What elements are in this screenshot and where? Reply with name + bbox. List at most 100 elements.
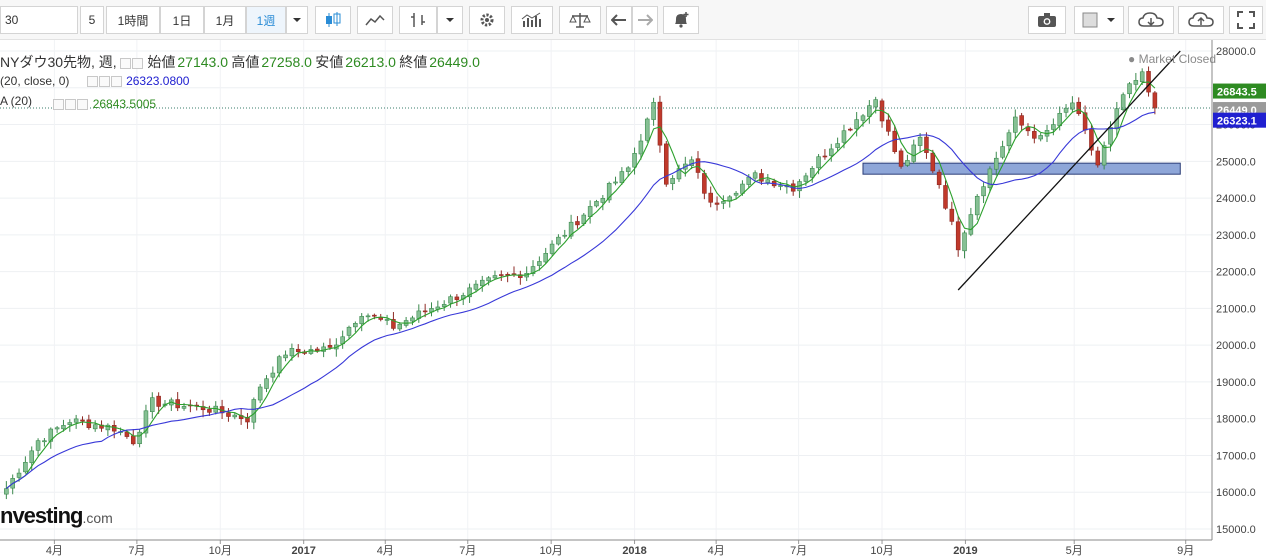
candle-body [276, 356, 282, 374]
x-tick-label: 10月 [870, 545, 893, 557]
ma20-line [5, 81, 1156, 490]
alert-button[interactable] [663, 6, 699, 34]
high-label: 高値 [231, 54, 260, 70]
candle-body [873, 99, 878, 108]
close-value: 26449.0 [429, 54, 480, 70]
interval-1m-button[interactable]: 1月 [204, 6, 246, 34]
y-tick-label: 17000.0 [1216, 450, 1256, 462]
candle-body [359, 316, 364, 325]
indicator-controls[interactable] [53, 97, 89, 111]
gear-icon [132, 58, 144, 70]
candle-body [949, 208, 955, 222]
candle-body [1019, 115, 1024, 126]
logo-suffix: .com [82, 510, 113, 526]
candle-body [721, 201, 726, 204]
line-style-button[interactable] [357, 6, 393, 34]
candle-body [257, 386, 263, 401]
undo-button[interactable] [606, 6, 632, 34]
x-tick-label: 4月 [708, 545, 725, 557]
y-tick-label: 28000.0 [1216, 46, 1256, 58]
interval-dropdown-button[interactable] [286, 6, 308, 34]
save-chart-button[interactable] [1178, 6, 1224, 34]
visibility-toggle[interactable] [120, 56, 144, 70]
candle-body [702, 173, 707, 194]
candle-body [327, 345, 333, 348]
candle-body [867, 105, 872, 117]
candle-body [73, 418, 79, 423]
candle-body [625, 167, 631, 172]
candle-body [42, 440, 47, 443]
candlestick-style-button[interactable] [315, 6, 351, 34]
indicators-button[interactable] [511, 6, 553, 34]
candle-body [911, 144, 917, 162]
candlestick-series [4, 66, 1158, 500]
settings-button[interactable] [469, 6, 505, 34]
candle-body [16, 472, 22, 478]
interval-input[interactable]: 5 [80, 6, 104, 34]
support-zone-rect[interactable] [862, 162, 1181, 175]
support-zone [862, 162, 1181, 175]
camera-icon [1038, 13, 1056, 27]
candle-body [1000, 146, 1005, 158]
snapshot-button[interactable] [1028, 6, 1066, 34]
axes: 15000.0 16000.0 17000.0 18000.0 19000.0 20000… [0, 40, 1256, 557]
trendline[interactable] [957, 50, 1181, 291]
price-chart[interactable]: 15000.0 16000.0 17000.0 18000.0 19000.0 20000… [0, 40, 1266, 559]
x-tick-label: 2018 [622, 545, 646, 557]
interval-1w-button[interactable]: 1週 [246, 6, 286, 34]
candle-body [492, 275, 498, 279]
load-chart-button[interactable] [1128, 6, 1174, 34]
candle-body [448, 296, 453, 304]
y-tick-label: 22000.0 [1216, 267, 1256, 279]
candle-body [467, 287, 472, 298]
indicator-legend-2: MA (20) 26843.5005 [0, 94, 156, 111]
interval-1d-button[interactable]: 1日 [160, 6, 204, 34]
candle-body [664, 143, 669, 185]
y-tick-label: 16000.0 [1216, 487, 1256, 499]
indicator-legend-1: (20, close, 0) 26323.0800 [0, 74, 189, 88]
candle-body [962, 232, 967, 252]
redo-button[interactable] [632, 6, 658, 34]
candle-body [181, 406, 187, 409]
main-legend: NYダウ30先物, 週, 始値 27143.0 高値 27258.0 安値 26213… [0, 52, 480, 72]
candle-body [759, 173, 764, 182]
candle-body [105, 424, 111, 431]
market-status: ● Market Closed [1128, 52, 1216, 66]
style-dropdown-button[interactable] [437, 6, 463, 34]
candle-body [397, 323, 403, 330]
candle-body [600, 198, 606, 203]
candle-body [905, 160, 910, 166]
candle-body [61, 425, 66, 430]
x-tick-label: 7月 [790, 545, 807, 557]
candle-body [137, 431, 142, 445]
compare-button[interactable] [559, 6, 601, 34]
candle-body [441, 304, 447, 307]
indicator-controls[interactable] [86, 74, 123, 88]
candle-body [651, 102, 656, 120]
interval-label: 1週 [256, 13, 276, 28]
candle-body [841, 130, 847, 143]
x-tick-label: 7月 [459, 545, 476, 557]
line-chart-icon [365, 14, 385, 26]
candle-body [562, 234, 568, 237]
y-tick-label: 25000.0 [1216, 156, 1256, 168]
candle-body [594, 201, 599, 207]
symbol-search-input[interactable]: 30 [0, 6, 78, 34]
redo-icon [638, 14, 653, 26]
bar-style-button[interactable] [399, 6, 437, 34]
chevron-down-icon [446, 18, 454, 22]
ma-slow-line [5, 111, 1155, 490]
price-label-text: 26323.1 [1217, 116, 1257, 128]
candle-body [315, 348, 320, 352]
color-picker-button[interactable] [1074, 6, 1124, 34]
candle-body [1063, 107, 1069, 113]
indicator-name: MA (20) [0, 94, 33, 108]
candle-body [1038, 135, 1043, 140]
fullscreen-button[interactable] [1229, 6, 1263, 34]
interval-1h-button[interactable]: 1時間 [106, 6, 160, 34]
price-label-text: 26843.5 [1217, 87, 1257, 99]
candle-body [854, 119, 859, 130]
close-icon [77, 99, 89, 111]
candle-body [67, 422, 73, 425]
